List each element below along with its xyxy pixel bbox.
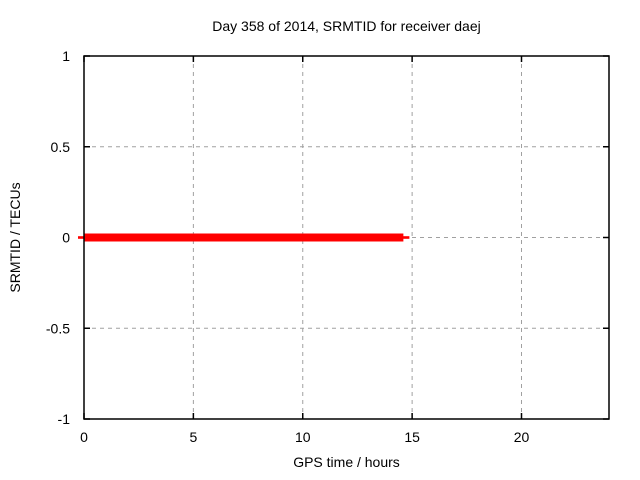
y-tick-label: 0 [62,230,70,246]
chart-title: Day 358 of 2014, SRMTID for receiver dae… [212,18,481,34]
series-line [84,233,404,242]
y-tick-label: 1 [62,48,70,64]
y-tick-label: -0.5 [46,320,70,336]
y-tick-label: -1 [58,411,71,427]
plot-border [83,55,610,420]
x-axis-title: GPS time / hours [293,454,400,470]
x-tick-label: 20 [514,429,530,445]
x-tick-label: 5 [189,429,197,445]
x-tick-label: 0 [80,429,88,445]
x-tick-label: 10 [295,429,311,445]
x-tick-label: 15 [404,429,420,445]
y-tick-label: 0.5 [51,139,71,155]
